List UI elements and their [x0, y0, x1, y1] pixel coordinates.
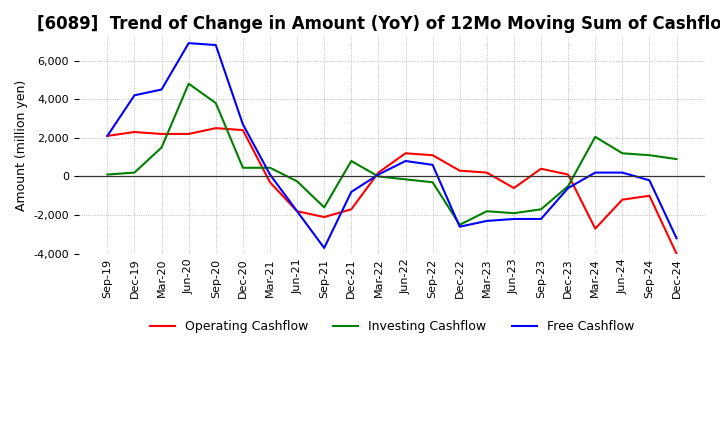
Free Cashflow — [157, 87, 166, 92]
Free Cashflow — [455, 224, 464, 229]
Free Cashflow — [428, 162, 437, 168]
Operating Cashflow — [510, 185, 518, 191]
Free Cashflow — [103, 133, 112, 139]
Free Cashflow — [672, 236, 681, 241]
Investing Cashflow — [212, 100, 220, 106]
Free Cashflow — [293, 209, 302, 214]
Investing Cashflow — [455, 222, 464, 227]
Free Cashflow — [266, 172, 274, 177]
Operating Cashflow — [103, 133, 112, 139]
Investing Cashflow — [618, 150, 626, 156]
Line: Operating Cashflow: Operating Cashflow — [107, 128, 677, 254]
Legend: Operating Cashflow, Investing Cashflow, Free Cashflow: Operating Cashflow, Investing Cashflow, … — [145, 315, 639, 338]
Operating Cashflow — [293, 209, 302, 214]
Free Cashflow — [618, 170, 626, 175]
Operating Cashflow — [374, 170, 383, 175]
Free Cashflow — [184, 40, 193, 46]
Operating Cashflow — [157, 131, 166, 136]
Investing Cashflow — [672, 157, 681, 162]
Operating Cashflow — [428, 153, 437, 158]
Investing Cashflow — [293, 179, 302, 184]
Free Cashflow — [645, 178, 654, 183]
Investing Cashflow — [320, 205, 328, 210]
Free Cashflow — [591, 170, 600, 175]
Investing Cashflow — [591, 134, 600, 139]
Investing Cashflow — [238, 165, 247, 170]
Operating Cashflow — [238, 128, 247, 133]
Operating Cashflow — [482, 170, 491, 175]
Free Cashflow — [320, 246, 328, 251]
Operating Cashflow — [645, 193, 654, 198]
Investing Cashflow — [347, 158, 356, 164]
Operating Cashflow — [455, 168, 464, 173]
Operating Cashflow — [347, 207, 356, 212]
Operating Cashflow — [401, 150, 410, 156]
Investing Cashflow — [157, 145, 166, 150]
Free Cashflow — [212, 42, 220, 48]
Operating Cashflow — [212, 125, 220, 131]
Operating Cashflow — [536, 166, 545, 171]
Operating Cashflow — [564, 172, 572, 177]
Free Cashflow — [347, 189, 356, 194]
Free Cashflow — [238, 121, 247, 127]
Investing Cashflow — [374, 174, 383, 179]
Free Cashflow — [482, 218, 491, 224]
Operating Cashflow — [672, 251, 681, 257]
Free Cashflow — [130, 93, 139, 98]
Investing Cashflow — [536, 207, 545, 212]
Title: [6089]  Trend of Change in Amount (YoY) of 12Mo Moving Sum of Cashflows: [6089] Trend of Change in Amount (YoY) o… — [37, 15, 720, 33]
Operating Cashflow — [591, 226, 600, 231]
Operating Cashflow — [320, 214, 328, 220]
Free Cashflow — [374, 172, 383, 177]
Free Cashflow — [401, 158, 410, 164]
Investing Cashflow — [184, 81, 193, 86]
Line: Investing Cashflow: Investing Cashflow — [107, 84, 677, 225]
Investing Cashflow — [401, 177, 410, 182]
Investing Cashflow — [510, 210, 518, 216]
Investing Cashflow — [130, 170, 139, 175]
Investing Cashflow — [564, 183, 572, 189]
Investing Cashflow — [428, 180, 437, 185]
Operating Cashflow — [618, 197, 626, 202]
Operating Cashflow — [266, 180, 274, 185]
Operating Cashflow — [184, 131, 193, 136]
Free Cashflow — [536, 216, 545, 222]
Y-axis label: Amount (million yen): Amount (million yen) — [15, 80, 28, 211]
Operating Cashflow — [130, 129, 139, 135]
Investing Cashflow — [266, 165, 274, 170]
Investing Cashflow — [103, 172, 112, 177]
Line: Free Cashflow: Free Cashflow — [107, 43, 677, 248]
Free Cashflow — [510, 216, 518, 222]
Free Cashflow — [564, 185, 572, 191]
Investing Cashflow — [645, 153, 654, 158]
Investing Cashflow — [482, 209, 491, 214]
